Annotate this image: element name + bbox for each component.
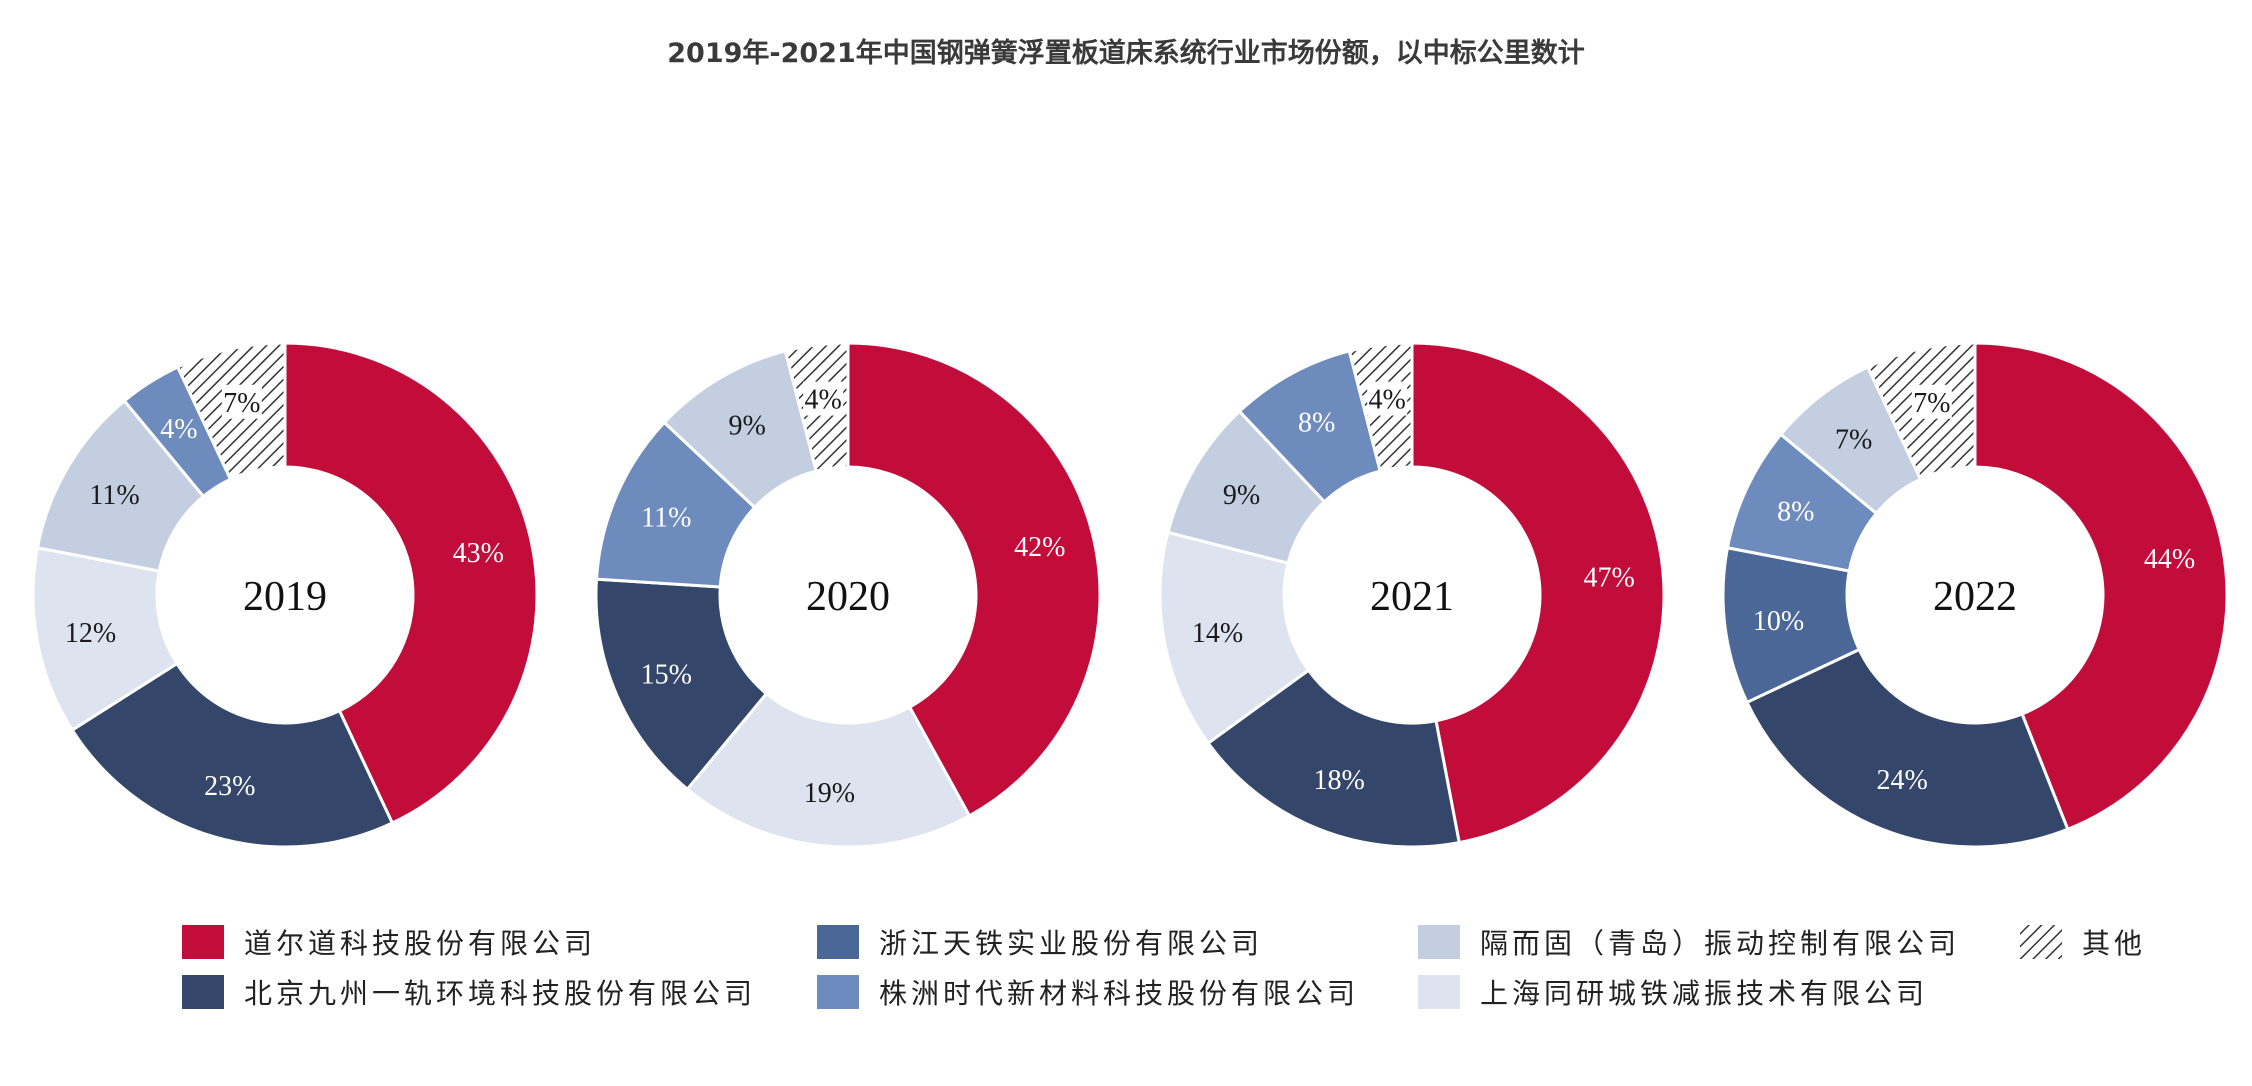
legend-swatch-5 [1418,975,1460,1009]
legend-swatch-1 [182,975,224,1009]
slice-label-bg-2019-5 [221,384,262,419]
slice-label-bg-2022-5 [1911,384,1952,419]
slice-label-2022-3: 8% [1777,497,1814,528]
slice-label-2020-5: 4% [805,385,842,416]
slice-label-2020-0: 42% [1014,532,1065,563]
slice-label-2019-4: 4% [160,414,197,445]
slice-label-bg-2020-5 [803,381,844,416]
chart-title: 2019年-2021年中国钢弹簧浮置板道床系统行业市场份额，以中标公里数计 [667,37,1585,69]
legend-item-0: 道尔道科技股份有限公司 [182,925,596,960]
slice-label-2021-5: 4% [1369,385,1406,416]
slice-2020-0 [846,341,1102,818]
slice-2021-2 [1158,530,1311,746]
slice-label-2019-0: 43% [453,538,504,569]
legend-label-4: 隔而固（青岛）振动控制有限公司 [1480,927,1960,960]
legend-item-6: 其他 [2020,925,2146,960]
slice-label-2019-5: 7% [223,388,260,419]
slice-label-2019-1: 23% [204,771,255,802]
slice-2022-1 [1744,647,2070,849]
legend-item-3: 株洲时代新材料科技股份有限公司 [817,975,1359,1010]
legend-label-1: 北京九州一轨环境科技股份有限公司 [244,977,756,1010]
center-label-2021: 2021 [1370,574,1454,620]
donut-2020: 42% 19% 15% 11% 9% 4% 2020 [594,341,1102,849]
center-label-2022: 2022 [1933,574,2017,620]
legend-swatch-2 [817,925,859,959]
center-label-2020: 2020 [806,574,890,620]
legend-item-4: 隔而固（青岛）振动控制有限公司 [1418,925,1960,960]
slice-2019-0 [283,341,539,826]
slice-label-2022-4: 7% [1835,425,1872,456]
legend-swatch-6 [2020,925,2062,959]
legend-item-1: 北京九州一轨环境科技股份有限公司 [182,975,756,1010]
slice-label-2022-2: 10% [1753,606,1804,637]
slice-label-2020-3: 11% [641,502,691,533]
slice-2021-1 [1206,668,1461,849]
slice-2022-0 [1973,341,2229,832]
donuts-group: 43% 23% 12% 11% 4% 7% 2019 42% 19% 15% 11% 9% 4% 2020… [31,341,2229,849]
slice-label-2021-0: 47% [1583,562,1634,593]
donut-2022: 44% 24% 10% 8% 7% 7% 2022 [1721,341,2229,849]
slice-label-2022-1: 24% [1876,765,1927,796]
slice-2020-1 [685,691,972,849]
legend-swatch-4 [1418,925,1460,959]
legend-item-2: 浙江天铁实业股份有限公司 [817,925,1263,960]
legend-swatch-0 [182,925,224,959]
slice-label-bg-2021-5 [1367,381,1408,416]
slice-label-2021-3: 9% [1223,480,1260,511]
slice-label-2019-2: 12% [65,618,116,649]
slice-2021-0 [1410,341,1666,845]
slice-label-2021-4: 8% [1298,407,1335,438]
slice-label-2021-2: 14% [1192,618,1243,649]
slice-2020-2 [594,577,769,792]
slice-label-2022-5: 7% [1913,388,1950,419]
legend-item-5: 上海同研城铁减振技术有限公司 [1418,975,1928,1010]
legend-swatch-3 [817,975,859,1009]
legend-label-2: 浙江天铁实业股份有限公司 [879,927,1263,960]
slice-label-2020-4: 9% [729,411,766,442]
legend-label-3: 株洲时代新材料科技股份有限公司 [879,977,1359,1010]
slice-label-2020-1: 19% [804,778,855,809]
slice-label-2019-3: 11% [89,480,139,511]
slice-label-2021-1: 18% [1313,765,1364,796]
legend-label-6: 其他 [2082,927,2146,960]
donut-2021: 47% 18% 14% 9% 8% 4% 2021 [1158,341,1666,849]
slice-label-2020-2: 15% [641,660,692,691]
slice-2019-1 [70,661,395,849]
legend-label-5: 上海同研城铁减振技术有限公司 [1480,977,1928,1010]
slice-label-2022-0: 44% [2144,544,2195,575]
center-label-2019: 2019 [243,574,327,620]
legend-label-0: 道尔道科技股份有限公司 [244,927,596,960]
donut-2019: 43% 23% 12% 11% 4% 7% 2019 [31,341,539,849]
